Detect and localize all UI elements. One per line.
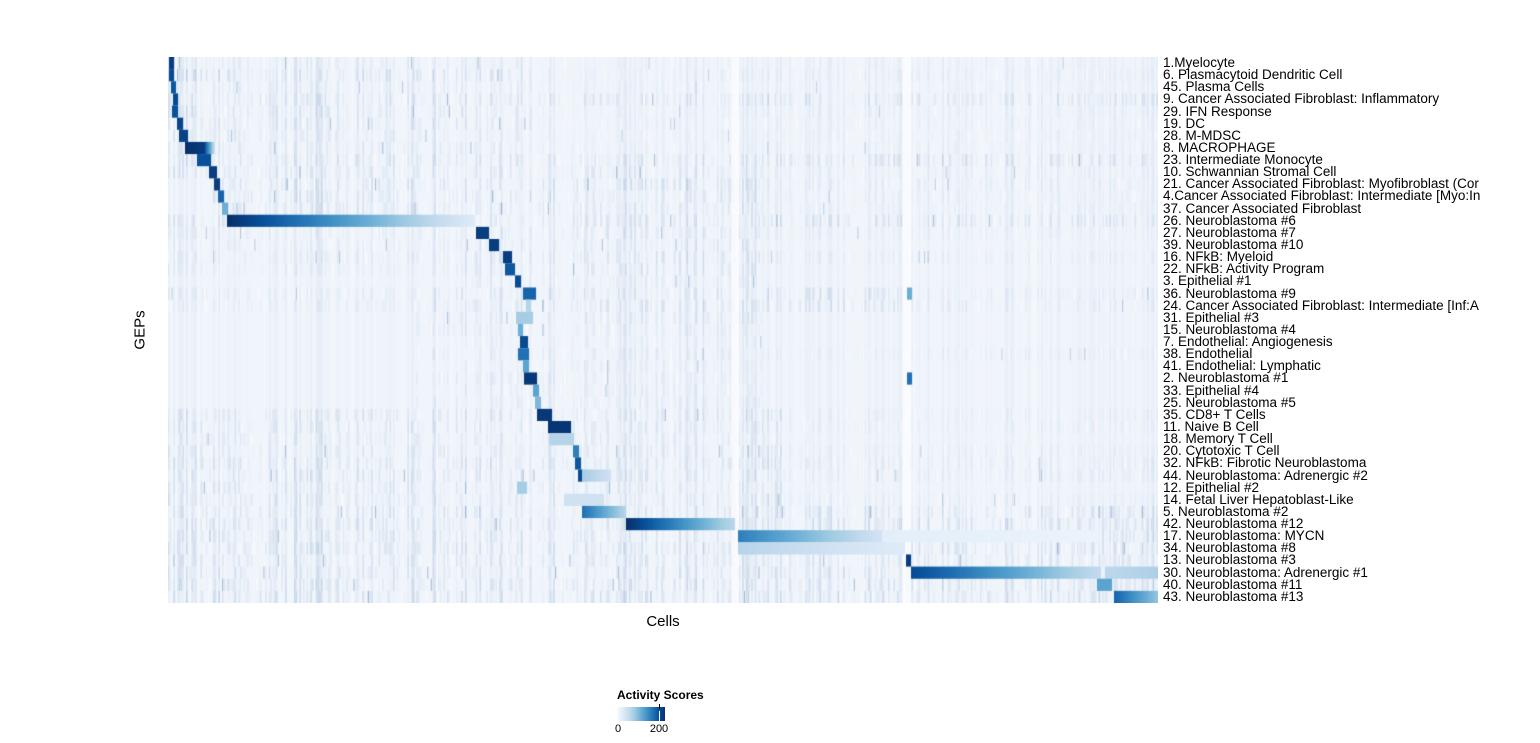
row-label: 43. Neuroblastoma #13: [1163, 588, 1304, 604]
row-label: 1.Myelocyte: [1163, 55, 1236, 70]
row-label: 35. CD8+ T Cells: [1163, 406, 1266, 422]
legend-tick-inner: [658, 711, 661, 721]
row-label: 17. Neuroblastoma: MYCN: [1163, 528, 1325, 544]
row-label: 42. Neuroblastoma #12: [1163, 516, 1304, 532]
legend-tick-labels: 0 200: [614, 723, 687, 737]
row-label: 39. Neuroblastoma #10: [1163, 237, 1304, 252]
row-label: 15. Neuroblastoma #4: [1163, 321, 1296, 337]
row-label: 40. Neuroblastoma #11: [1163, 576, 1303, 592]
row-label: 44. Neuroblastoma: Adrenergic #2: [1163, 467, 1368, 483]
row-label: 2. Neuroblastoma #1: [1163, 370, 1289, 386]
row-label: 34. Neuroblastoma #8: [1163, 540, 1296, 556]
row-label: 11. Naive B Cell: [1163, 419, 1259, 434]
y-axis-label: GEPs: [131, 310, 149, 350]
row-label: 16. NFkB: Myeloid: [1163, 249, 1274, 265]
row-label: 18. Memory T Cell: [1163, 431, 1273, 447]
row-label: 45. Plasma Cells: [1163, 79, 1265, 95]
legend: Activity Scores 0 200: [614, 688, 737, 737]
legend-max-label: 200: [649, 723, 669, 735]
row-label: 41. Endothelial: Lymphatic: [1163, 358, 1321, 374]
row-label: 3. Epithelial #1: [1163, 273, 1252, 289]
row-label: 21. Cancer Associated Fibroblast: Myofib…: [1163, 176, 1479, 192]
row-label: 19. DC: [1163, 115, 1206, 131]
row-label: 27. Neuroblastoma #7: [1163, 224, 1296, 240]
heatmap-canvas: [168, 57, 1158, 603]
row-label: 32. NFkB: Fibrotic Neuroblastoma: [1163, 455, 1367, 471]
row-label: 9. Cancer Associated Fibroblast: Inflamm…: [1163, 91, 1440, 107]
row-label: 38. Endothelial: [1163, 346, 1253, 362]
row-label: 26. Neuroblastoma #6: [1163, 212, 1296, 228]
row-label: 10. Schwannian Stromal Cell: [1163, 164, 1337, 180]
row-label: 24. Cancer Associated Fibroblast: Interm…: [1163, 297, 1479, 313]
row-label: 14. Fetal Liver Hepatoblast-Like: [1163, 491, 1354, 507]
x-axis-label: Cells: [646, 613, 680, 630]
legend-gradient-bar: [617, 704, 665, 721]
row-label: 33. Epithelial #4: [1163, 382, 1260, 398]
row-label: 29. IFN Response: [1163, 103, 1272, 119]
row-label: 12. Epithelial #2: [1163, 479, 1260, 495]
row-label: 31. Epithelial #3: [1163, 309, 1260, 325]
row-label: 22. NFkB: Activity Program: [1163, 261, 1325, 277]
row-label: 13. Neuroblastoma #3: [1163, 552, 1296, 568]
row-label: 4.Cancer Associated Fibroblast: Intermed…: [1163, 188, 1481, 204]
row-label: 20. Cytotoxic T Cell: [1163, 443, 1280, 459]
row-label: 8. MACROPHAGE: [1163, 139, 1276, 155]
legend-tick-mark: [658, 704, 661, 709]
row-label: 25. Neuroblastoma #5: [1163, 394, 1296, 410]
row-label: 36. Neuroblastoma #9: [1163, 285, 1296, 301]
row-label: 7. Endothelial: Angiogenesis: [1163, 334, 1333, 350]
legend-title: Activity Scores: [617, 688, 704, 702]
legend-min-label: 0: [614, 723, 622, 735]
row-label: 37. Cancer Associated Fibroblast: [1163, 200, 1362, 216]
row-label: 5. Neuroblastoma #2: [1163, 503, 1289, 519]
row-label: 30. Neuroblastoma: Adrenergic #1: [1163, 564, 1368, 580]
row-label: 6. Plasmacytoid Dendritic Cell: [1163, 67, 1343, 83]
row-label: 23. Intermediate Monocyte: [1163, 152, 1323, 168]
row-label: 28. M-MDSC: [1163, 127, 1242, 143]
